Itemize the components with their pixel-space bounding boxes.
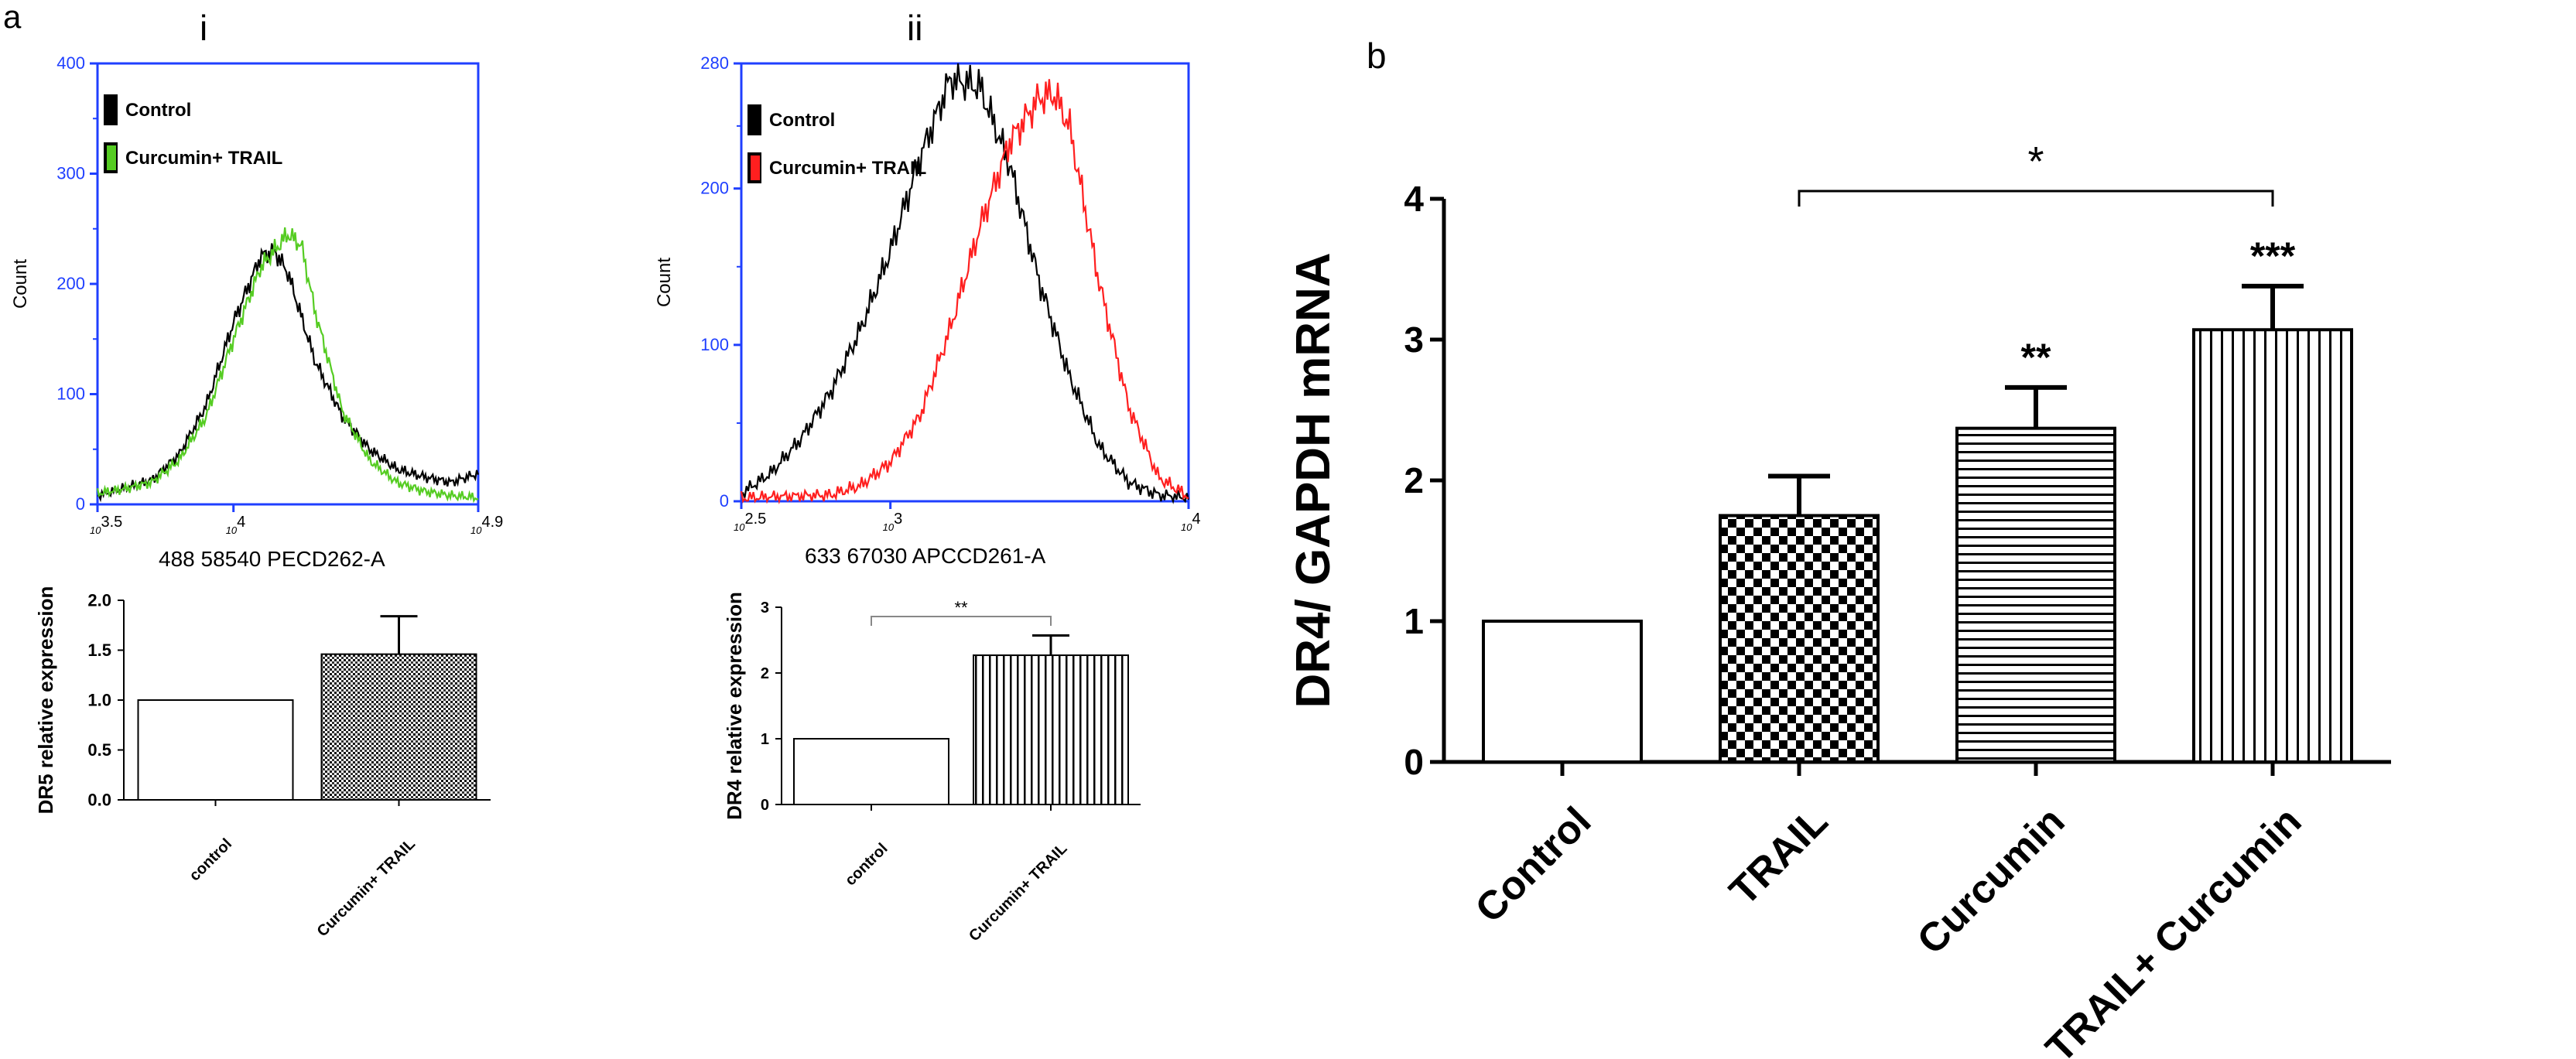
panel-label-ii: ii [907,8,922,48]
y-tick-label: 0 [720,491,729,511]
y-tick-label: 1 [761,731,769,748]
x-category-label: Curcumin [1909,798,2074,963]
y-tick-label: 2.0 [87,591,111,610]
significance-bracket [871,616,1052,626]
histogram-line-control [741,63,1190,504]
y-tick-label: 400 [56,53,85,73]
histogram-i: 0 100 200 300 400 103.5 104 104.9 Count 488 58540… [10,53,503,571]
significance-bracket [1798,190,2274,207]
bar-control [1482,620,1643,764]
histogram-ii: 0 100 200 280 102.5 103 104 Count 633 67030 APCC… [654,53,1201,568]
bar-curcumin [1955,426,2116,764]
y-tick-label: 300 [56,164,85,183]
y-tick-label: 4 [1404,179,1424,219]
legend-swatch [751,108,760,132]
x-category-label: TRAIL+ Curcumin [2037,798,2311,1059]
x-tick-label: 103.5 [90,514,122,536]
bar-trail--curcumin [2192,328,2353,764]
bar-curcumin--trail [320,653,477,801]
bar-chart-dr4-small: 0 1 2 3 DR4 relative expression control Curcum… [723,592,1141,945]
legend-label: Control [769,110,835,131]
x-category-label: control [842,840,891,889]
y-axis-label: DR5 relative expression [34,586,57,815]
x-tick-label: 102.5 [734,511,766,533]
y-tick-label: 0.5 [87,740,111,760]
y-tick-label: 0 [1404,742,1424,782]
y-tick-label: 280 [700,53,729,73]
x-category-label: control [186,835,235,884]
bar-chart-dr4-gapdh: 0 1 2 3 4 DR4/ GAPDH mRNA Control TRAIL Curcumin… [1287,138,2391,1059]
x-axis-label: 488 58540 PECD262-A [159,547,385,571]
y-tick-label: 3 [1404,319,1424,360]
x-axis-label: 633 67030 APCCD261-A [805,544,1046,568]
y-tick-label: 200 [56,274,85,293]
y-tick-label: 0.0 [87,791,111,810]
significance-label: ** [954,598,968,617]
significance-stars: ** [2021,336,2051,379]
y-axis-label: Count [10,259,31,309]
y-tick-label: 2 [761,665,769,682]
y-axis-label: Count [654,258,675,307]
y-tick-label: 1.5 [87,641,111,660]
x-category-label: Curcumin+ TRAIL [314,835,419,940]
y-axis-label: DR4/ GAPDH mRNA [1287,252,1340,708]
x-tick-label: 103 [883,511,903,533]
histogram-line-curcumin--trail [96,227,479,504]
y-tick-label: 200 [700,179,729,198]
x-category-label: Control [1467,798,1600,931]
x-category-label: TRAIL [1721,798,1836,914]
x-category-label: Curcumin+ TRAIL [966,840,1070,945]
bar-control [793,738,949,805]
x-tick-label: 104 [226,514,246,536]
significance-stars: *** [2250,234,2296,278]
histogram-line-curcumin--trail [740,79,1189,505]
bar-trail [1719,514,1880,764]
legend-label: Control [125,100,191,121]
significance-label: * [2027,138,2044,185]
y-tick-label: 100 [700,335,729,354]
histogram-line-control [97,243,480,503]
y-tick-label: 0 [76,494,85,514]
y-tick-label: 3 [761,600,769,617]
bar-curcumin--trail [973,654,1129,805]
bar-control [137,699,294,801]
x-tick-label: 104.9 [470,514,503,536]
y-tick-label: 2 [1404,460,1424,500]
plot-frame [96,62,480,506]
legend-label: Curcumin+ TRAIL [769,158,926,179]
x-tick-label: 104 [1181,511,1201,533]
legend-swatch [751,155,760,180]
panel-label-a: a [3,0,22,35]
y-tick-label: 1 [1404,601,1424,641]
y-tick-label: 100 [56,384,85,404]
y-axis-label: DR4 relative expression [723,592,746,820]
plot-frame [740,62,1190,503]
legend-swatch [107,145,116,170]
y-tick-label: 0 [761,797,769,814]
legend-label: Curcumin+ TRAIL [125,148,282,169]
panel-label-i: i [200,8,207,48]
legend-swatch [107,97,116,122]
panel-label-b: b [1367,36,1387,76]
y-tick-label: 1.0 [87,691,111,710]
bar-chart-dr5: 0.0 0.5 1.0 1.5 2.0 DR5 relative expression co… [34,586,491,940]
